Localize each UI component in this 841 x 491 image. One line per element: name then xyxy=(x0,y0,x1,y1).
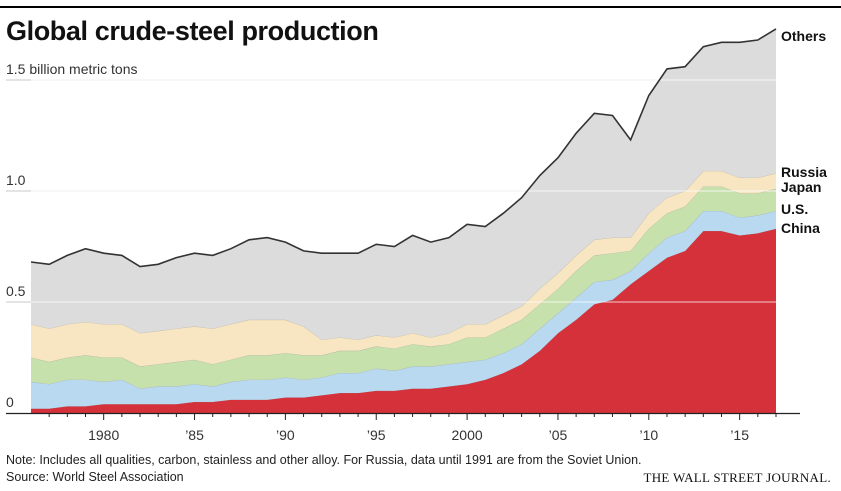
series-label: China xyxy=(781,220,820,236)
x-tick-label: ’95 xyxy=(367,427,386,443)
top-rule xyxy=(0,6,841,8)
area-japan xyxy=(31,186,776,389)
x-tick-label: 2000 xyxy=(452,427,483,443)
area-u-s xyxy=(31,211,776,409)
series-label: Others xyxy=(781,28,826,44)
y-tick-label: 0 xyxy=(6,394,14,410)
area-china xyxy=(31,228,776,413)
x-tick-label: ’15 xyxy=(730,427,749,443)
area-series-group xyxy=(30,28,777,413)
wsj-logo: THE WALL STREET JOURNAL. xyxy=(643,470,831,485)
series-label: Russia xyxy=(781,164,827,180)
y-tick-label: 1.5 billion metric tons xyxy=(6,61,138,77)
total-production-line xyxy=(30,28,777,268)
gridlines-overlay xyxy=(31,79,776,303)
y-tick-label: 0.5 xyxy=(6,283,26,299)
series-label: Japan xyxy=(781,179,821,195)
x-tick-label: ’90 xyxy=(276,427,295,443)
area-russia xyxy=(31,171,776,367)
x-tick-label: ’10 xyxy=(639,427,658,443)
area-others xyxy=(31,28,776,340)
x-tick-label: 1980 xyxy=(88,427,119,443)
y-axis-labels: 0 0.5 1.0 1.5 billion metric tons xyxy=(6,61,138,410)
chart-source: Source: World Steel Association xyxy=(6,470,184,484)
area-chart: 1980 ’85 ’90 ’95 2000 ’05 ’10 ’15 0 0.5 1.0 1.5 bi… xyxy=(6,28,827,443)
x-axis-ticks: 1980 ’85 ’90 ’95 2000 ’05 ’10 ’15 xyxy=(48,413,777,443)
chart-title: Global crude-steel production xyxy=(6,16,379,46)
y-tick-label: 1.0 xyxy=(6,172,26,188)
series-label: U.S. xyxy=(781,201,808,217)
chart-note: Note: Includes all qualities, carbon, st… xyxy=(6,453,642,467)
x-tick-label: ’85 xyxy=(185,427,204,443)
x-tick-label: ’05 xyxy=(549,427,568,443)
